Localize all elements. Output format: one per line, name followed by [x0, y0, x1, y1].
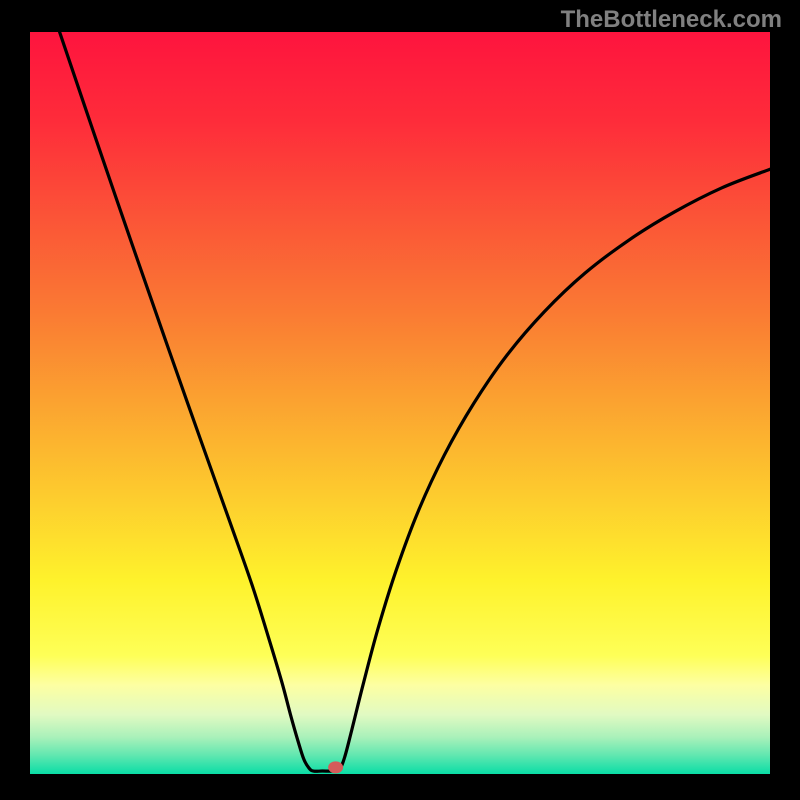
optimal-point-marker: [328, 761, 343, 773]
bottleneck-curve: [60, 32, 770, 771]
watermark-text: TheBottleneck.com: [561, 6, 782, 34]
curve-layer: [30, 32, 770, 774]
chart-plot-area: [30, 32, 770, 774]
